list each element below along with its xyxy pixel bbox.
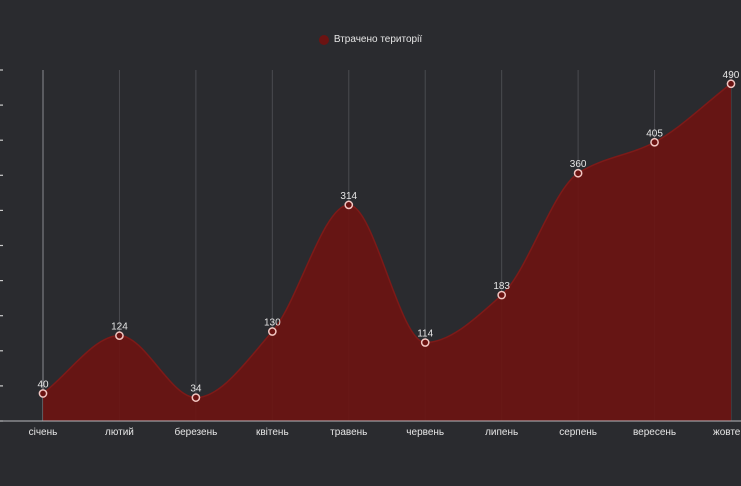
x-tick-label: серпень xyxy=(559,427,597,438)
x-tick-label: жовтень xyxy=(713,427,741,438)
data-point[interactable] xyxy=(267,327,277,336)
legend-swatch xyxy=(318,34,329,45)
data-point[interactable] xyxy=(191,393,201,402)
data-label: 40 xyxy=(37,379,49,390)
data-point[interactable] xyxy=(650,137,659,147)
data-label: 183 xyxy=(493,281,510,292)
data-label: 405 xyxy=(646,128,663,139)
data-label: 360 xyxy=(570,159,587,170)
data-label: 490 xyxy=(723,70,740,81)
data-point[interactable] xyxy=(497,290,507,300)
x-tick-label: вересень xyxy=(633,427,676,438)
area-series-fill xyxy=(43,83,731,421)
x-tick-label: січень xyxy=(29,427,58,438)
data-point[interactable] xyxy=(344,200,354,210)
data-point[interactable] xyxy=(115,331,124,341)
data-label: 34 xyxy=(190,384,202,395)
data-point[interactable] xyxy=(420,338,430,347)
data-label: 314 xyxy=(340,191,357,202)
x-tick-label: лютий xyxy=(105,427,134,438)
data-point[interactable] xyxy=(38,389,48,398)
x-tick-label: червень xyxy=(406,427,444,438)
data-label: 130 xyxy=(264,318,281,329)
x-tick-label: квітень xyxy=(256,427,289,438)
data-point[interactable] xyxy=(726,79,736,89)
x-tick-label: березень xyxy=(174,426,217,438)
data-label: 114 xyxy=(417,329,433,340)
legend[interactable]: Втрачено території xyxy=(0,34,741,45)
data-label: 124 xyxy=(111,322,128,333)
legend-label: Втрачено території xyxy=(333,34,423,45)
data-point[interactable] xyxy=(573,168,583,178)
x-tick-label: липень xyxy=(485,427,518,438)
x-tick-label: травень xyxy=(330,427,367,438)
area-series-line xyxy=(42,83,732,399)
